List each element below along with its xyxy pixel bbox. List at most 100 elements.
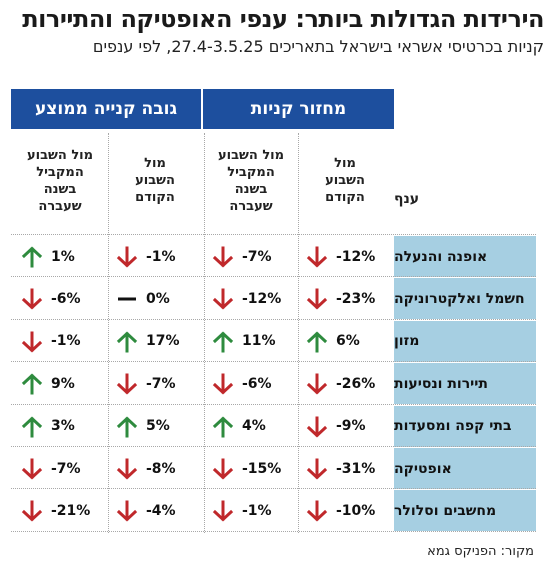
value-label: -4% bbox=[146, 502, 176, 519]
arrow-down-icon bbox=[21, 500, 43, 522]
value-label: 11% bbox=[242, 333, 276, 350]
arrow-down-icon bbox=[212, 373, 234, 395]
value-label: 17% bbox=[146, 333, 180, 350]
branch-name: בתי קפה ומסעדות bbox=[394, 405, 536, 447]
value-label: -6% bbox=[242, 375, 272, 392]
branch-name: תיירות ונסיעות bbox=[394, 363, 536, 405]
value-cell-avg-last-year: -21% bbox=[13, 490, 107, 531]
column-header-avg-last-year: מול השבוע המקביל בשנה שעברה bbox=[26, 147, 94, 214]
value-label: -31% bbox=[336, 460, 376, 477]
value-cell-avg-prev-week: -8% bbox=[108, 448, 202, 489]
value-cell-turnover-prev-week: -26% bbox=[298, 363, 392, 404]
chart-subtitle: קניות בכרטיסי אשראי בישראל בתאריכים 27.4… bbox=[92, 37, 544, 56]
value-label: 0% bbox=[146, 290, 170, 307]
value-label: -26% bbox=[336, 375, 376, 392]
value-label: -10% bbox=[336, 502, 376, 519]
arrow-up-icon bbox=[21, 373, 43, 395]
value-cell-turnover-last-year: -15% bbox=[204, 448, 298, 489]
value-cell-avg-last-year: -1% bbox=[13, 321, 107, 362]
table-row: אופנה והנעלה -12% -7% -1% 1% bbox=[11, 236, 536, 277]
value-label: 6% bbox=[336, 333, 360, 350]
col-divider-2 bbox=[204, 133, 205, 533]
row-divider bbox=[11, 234, 536, 235]
row-divider bbox=[11, 530, 536, 532]
arrow-up-icon bbox=[21, 416, 43, 438]
table-row: מזון 6% 11% 17% -1% bbox=[11, 320, 536, 362]
table-row: תיירות ונסיעות -26% -6% -7% 9% bbox=[11, 363, 536, 405]
arrow-down-icon bbox=[306, 416, 328, 438]
value-cell-turnover-prev-week: 6% bbox=[298, 321, 392, 362]
value-cell-avg-last-year: 9% bbox=[13, 363, 107, 404]
arrow-down-icon bbox=[21, 458, 43, 480]
value-cell-turnover-last-year: 11% bbox=[204, 321, 298, 362]
arrow-up-icon bbox=[116, 331, 138, 353]
value-cell-turnover-prev-week: -12% bbox=[298, 236, 392, 277]
value-cell-avg-prev-week: 5% bbox=[108, 406, 202, 447]
arrow-down-icon bbox=[116, 458, 138, 480]
value-label: -1% bbox=[51, 333, 81, 350]
arrow-down-icon bbox=[306, 288, 328, 310]
table-row: אופטיקה -31% -15% -8% -7% bbox=[11, 448, 536, 489]
row-divider bbox=[11, 488, 536, 490]
arrow-down-icon bbox=[21, 288, 43, 310]
value-cell-turnover-prev-week: -23% bbox=[298, 278, 392, 319]
value-label: 4% bbox=[242, 418, 266, 435]
arrow-up-icon bbox=[21, 246, 43, 268]
value-label: 5% bbox=[146, 418, 170, 435]
branch-name: מזון bbox=[394, 320, 536, 362]
arrow-down-icon bbox=[116, 246, 138, 268]
value-cell-turnover-last-year: -7% bbox=[204, 236, 298, 277]
group-header-turnover: מחזור קניות bbox=[203, 89, 394, 129]
value-cell-turnover-last-year: 4% bbox=[204, 406, 298, 447]
value-label: -12% bbox=[336, 248, 376, 265]
col-divider-1 bbox=[298, 133, 299, 533]
row-divider bbox=[11, 276, 536, 278]
value-cell-avg-last-year: 3% bbox=[13, 406, 107, 447]
value-cell-turnover-last-year: -12% bbox=[204, 278, 298, 319]
value-cell-avg-last-year: -7% bbox=[13, 448, 107, 489]
column-header-branch: ענף bbox=[394, 191, 420, 207]
row-divider bbox=[11, 361, 536, 363]
branch-name: אופנה והנעלה bbox=[394, 236, 536, 277]
dash-icon bbox=[116, 288, 138, 310]
value-cell-turnover-prev-week: -9% bbox=[298, 406, 392, 447]
arrow-up-icon bbox=[116, 416, 138, 438]
arrow-down-icon bbox=[306, 246, 328, 268]
value-cell-avg-prev-week: 0% bbox=[108, 278, 202, 319]
row-divider bbox=[11, 318, 536, 320]
value-cell-turnover-last-year: -1% bbox=[204, 490, 298, 531]
value-label: -7% bbox=[242, 248, 272, 265]
arrow-down-icon bbox=[306, 373, 328, 395]
arrow-down-icon bbox=[116, 373, 138, 395]
column-header-turnover-last-year: מול השבוע המקביל בשנה שעברה bbox=[217, 147, 285, 214]
value-label: 1% bbox=[51, 248, 75, 265]
value-cell-avg-prev-week: -1% bbox=[108, 236, 202, 277]
arrow-up-icon bbox=[212, 331, 234, 353]
value-label: -8% bbox=[146, 460, 176, 477]
arrow-down-icon bbox=[116, 500, 138, 522]
branch-name: אופטיקה bbox=[394, 448, 536, 489]
branch-name: חשמל ואלקטרוניקה bbox=[394, 278, 536, 320]
value-label: -9% bbox=[336, 418, 366, 435]
value-label: -7% bbox=[146, 375, 176, 392]
column-header-turnover-prev-week: מול השבוע הקודם bbox=[325, 156, 365, 205]
value-label: -12% bbox=[242, 290, 282, 307]
arrow-up-icon bbox=[306, 331, 328, 353]
row-divider bbox=[11, 446, 536, 447]
value-cell-avg-last-year: -6% bbox=[13, 278, 107, 319]
value-cell-turnover-prev-week: -31% bbox=[298, 448, 392, 489]
value-label: 9% bbox=[51, 375, 75, 392]
source-note: מקור: הפניקס גמא bbox=[427, 544, 534, 559]
arrow-down-icon bbox=[21, 331, 43, 353]
value-cell-avg-prev-week: -7% bbox=[108, 363, 202, 404]
table-row: חשמל ואלקטרוניקה -23% -12% 0% -6% bbox=[11, 278, 536, 320]
value-label: -7% bbox=[51, 460, 81, 477]
branch-name: מחשבים וסלולר bbox=[394, 490, 536, 532]
arrow-down-icon bbox=[306, 458, 328, 480]
arrow-down-icon bbox=[306, 500, 328, 522]
value-label: -23% bbox=[336, 290, 376, 307]
table-row: בתי קפה ומסעדות -9% 4% 5% 3% bbox=[11, 405, 536, 447]
value-label: 3% bbox=[51, 418, 75, 435]
value-cell-turnover-last-year: -6% bbox=[204, 363, 298, 404]
arrow-up-icon bbox=[212, 416, 234, 438]
